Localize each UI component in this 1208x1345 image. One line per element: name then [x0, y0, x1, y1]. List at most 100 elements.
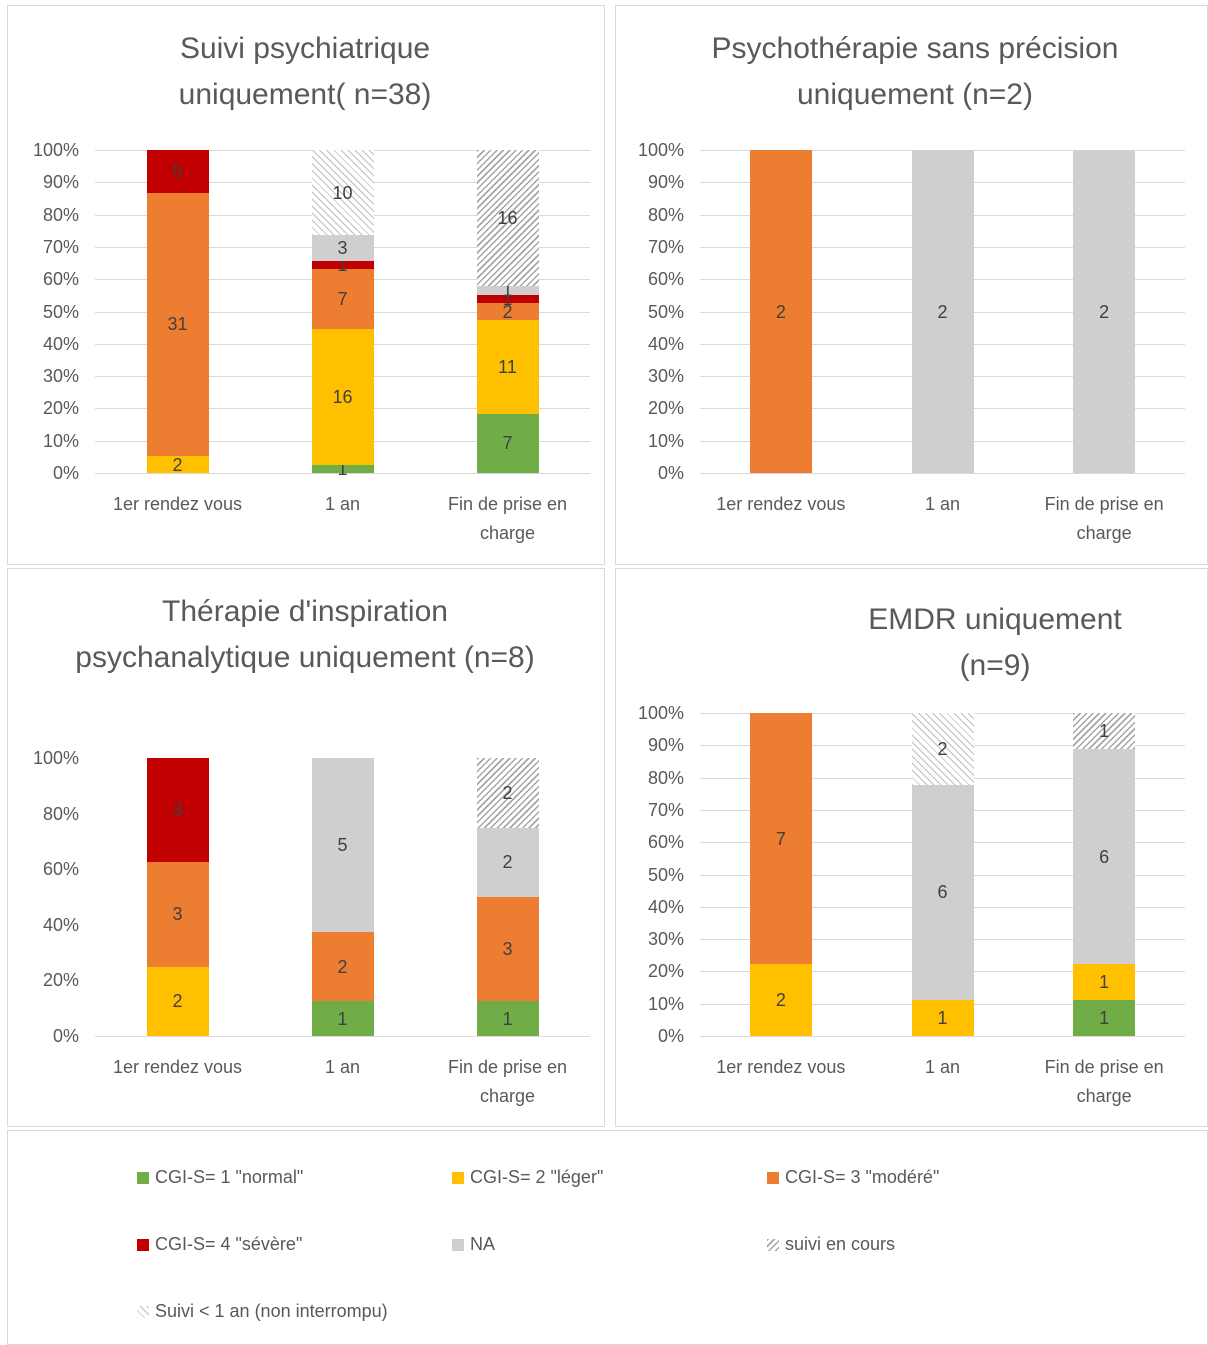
- y-tick-label: 90%: [42, 172, 79, 193]
- y-tick-label: 80%: [647, 204, 684, 225]
- legend-swatch: [452, 1172, 464, 1184]
- data-label: 2: [502, 782, 513, 803]
- y-tick-label: 100%: [637, 703, 684, 723]
- data-label: 3: [337, 237, 348, 258]
- y-tick-label: 50%: [647, 301, 684, 322]
- bar-segment: [911, 713, 974, 785]
- y-tick-label: 40%: [647, 333, 684, 354]
- y-tick-label: 40%: [647, 896, 684, 917]
- bar-segment: [146, 150, 209, 193]
- y-tick-label: 80%: [42, 204, 79, 225]
- data-label: 1: [502, 288, 513, 309]
- data-label: 3: [502, 939, 513, 960]
- data-label: 1: [1099, 1008, 1110, 1029]
- data-label: 3: [172, 904, 183, 925]
- legend-label: CGI-S= 1 "normal": [155, 1167, 304, 1187]
- data-label: 6: [1099, 846, 1110, 867]
- chart-title: EMDR uniquement (n=9): [868, 603, 1122, 682]
- data-label: 6: [937, 882, 948, 903]
- bar-segment: [476, 150, 539, 286]
- bar-segment: [311, 260, 374, 269]
- y-tick-label: 60%: [42, 859, 79, 880]
- y-tick-label: 80%: [42, 803, 79, 824]
- y-tick-label: 40%: [42, 914, 79, 935]
- y-tick-label: 100%: [32, 140, 79, 160]
- x-tick-label: 1 an: [924, 494, 961, 514]
- data-label: 7: [502, 433, 513, 454]
- y-tick-label: 30%: [647, 366, 684, 387]
- data-label: 1: [337, 458, 348, 479]
- bar-segment: [146, 456, 209, 473]
- data-label: 3: [172, 800, 183, 821]
- legend-item: CGI-S= 3 "modéré": [767, 1166, 939, 1188]
- legend-label: CGI-S= 3 "modéré": [785, 1167, 940, 1187]
- data-label: 10: [332, 182, 353, 203]
- legend-label: NA: [470, 1234, 496, 1254]
- data-label: 7: [775, 828, 786, 849]
- bar-segment: [311, 758, 374, 932]
- bar-segment: [476, 413, 539, 473]
- bar-segment: [311, 464, 374, 473]
- x-tick-label: Fin de prise en charge: [447, 1057, 568, 1106]
- bar-segment: [146, 192, 209, 456]
- legend-item: Suivi < 1 an (non interrompu): [137, 1300, 388, 1322]
- legend-label: Suivi < 1 an (non interrompu): [155, 1301, 388, 1321]
- bar-segment: [1073, 748, 1136, 965]
- legend-label: suivi en cours: [785, 1234, 896, 1254]
- x-tick-label: 1er rendez vous: [112, 494, 243, 514]
- x-tick-label: Fin de prise en charge: [1044, 494, 1164, 543]
- x-tick-label: 1er rendez vous: [716, 1057, 846, 1077]
- bar-segment: [476, 897, 539, 1002]
- data-label: 2: [1099, 301, 1110, 322]
- legend-swatch: [767, 1239, 779, 1251]
- y-tick-label: 60%: [647, 832, 684, 853]
- bar-segment: [476, 303, 539, 320]
- data-label: 11: [498, 356, 517, 377]
- panel: [7, 5, 605, 565]
- chart-title: Suivi psychiatrique uniquement( n=38): [178, 32, 432, 111]
- bar-segment: [1073, 713, 1136, 749]
- legend-label: CGI-S= 2 "léger": [470, 1167, 604, 1187]
- data-label: 1: [337, 1008, 348, 1029]
- y-tick-label: 100%: [32, 748, 79, 768]
- y-tick-label: 60%: [647, 269, 684, 290]
- y-tick-label: 30%: [647, 929, 684, 950]
- legend-item: suivi en cours: [767, 1233, 895, 1255]
- y-tick-label: 0%: [52, 463, 79, 483]
- y-tick-label: 0%: [657, 1026, 684, 1046]
- data-label: 7: [337, 288, 348, 309]
- x-tick-label: 1 an: [324, 1057, 361, 1077]
- y-tick-label: 20%: [647, 961, 684, 982]
- legend-swatch: [137, 1239, 149, 1251]
- bar-segment: [1073, 1000, 1136, 1036]
- grid-line: [95, 1036, 590, 1037]
- bar-segment: [311, 269, 374, 329]
- chart-title: Thérapie d'inspiration psychanalytique u…: [75, 595, 535, 674]
- data-label: 5: [172, 161, 183, 182]
- bar-segment: [311, 1001, 374, 1036]
- data-label: 5: [337, 834, 348, 855]
- y-tick-label: 10%: [647, 430, 684, 451]
- data-label: 16: [497, 208, 518, 228]
- y-tick-label: 90%: [647, 735, 684, 756]
- x-tick-label: Fin de prise en charge: [447, 494, 568, 543]
- y-tick-label: 0%: [657, 463, 684, 483]
- legend-swatch: [137, 1172, 149, 1184]
- bar-segment: [1073, 150, 1136, 473]
- y-tick-label: 20%: [42, 398, 79, 419]
- y-tick-label: 40%: [42, 333, 79, 354]
- panel: [7, 568, 605, 1127]
- bar-segment: [911, 1000, 974, 1036]
- bar-segment: [749, 150, 812, 473]
- bar-segment: [146, 862, 209, 967]
- bar-segment: [311, 150, 374, 235]
- y-tick-label: 30%: [42, 366, 79, 387]
- data-label: 2: [172, 454, 183, 475]
- data-label: 2: [775, 990, 786, 1011]
- y-tick-label: 70%: [647, 236, 684, 257]
- x-tick-label: 1 an: [324, 494, 361, 514]
- data-label: 1: [502, 1008, 513, 1029]
- data-label: 1: [937, 1008, 948, 1029]
- x-tick-label: 1er rendez vous: [112, 1057, 243, 1077]
- y-tick-label: 80%: [647, 767, 684, 788]
